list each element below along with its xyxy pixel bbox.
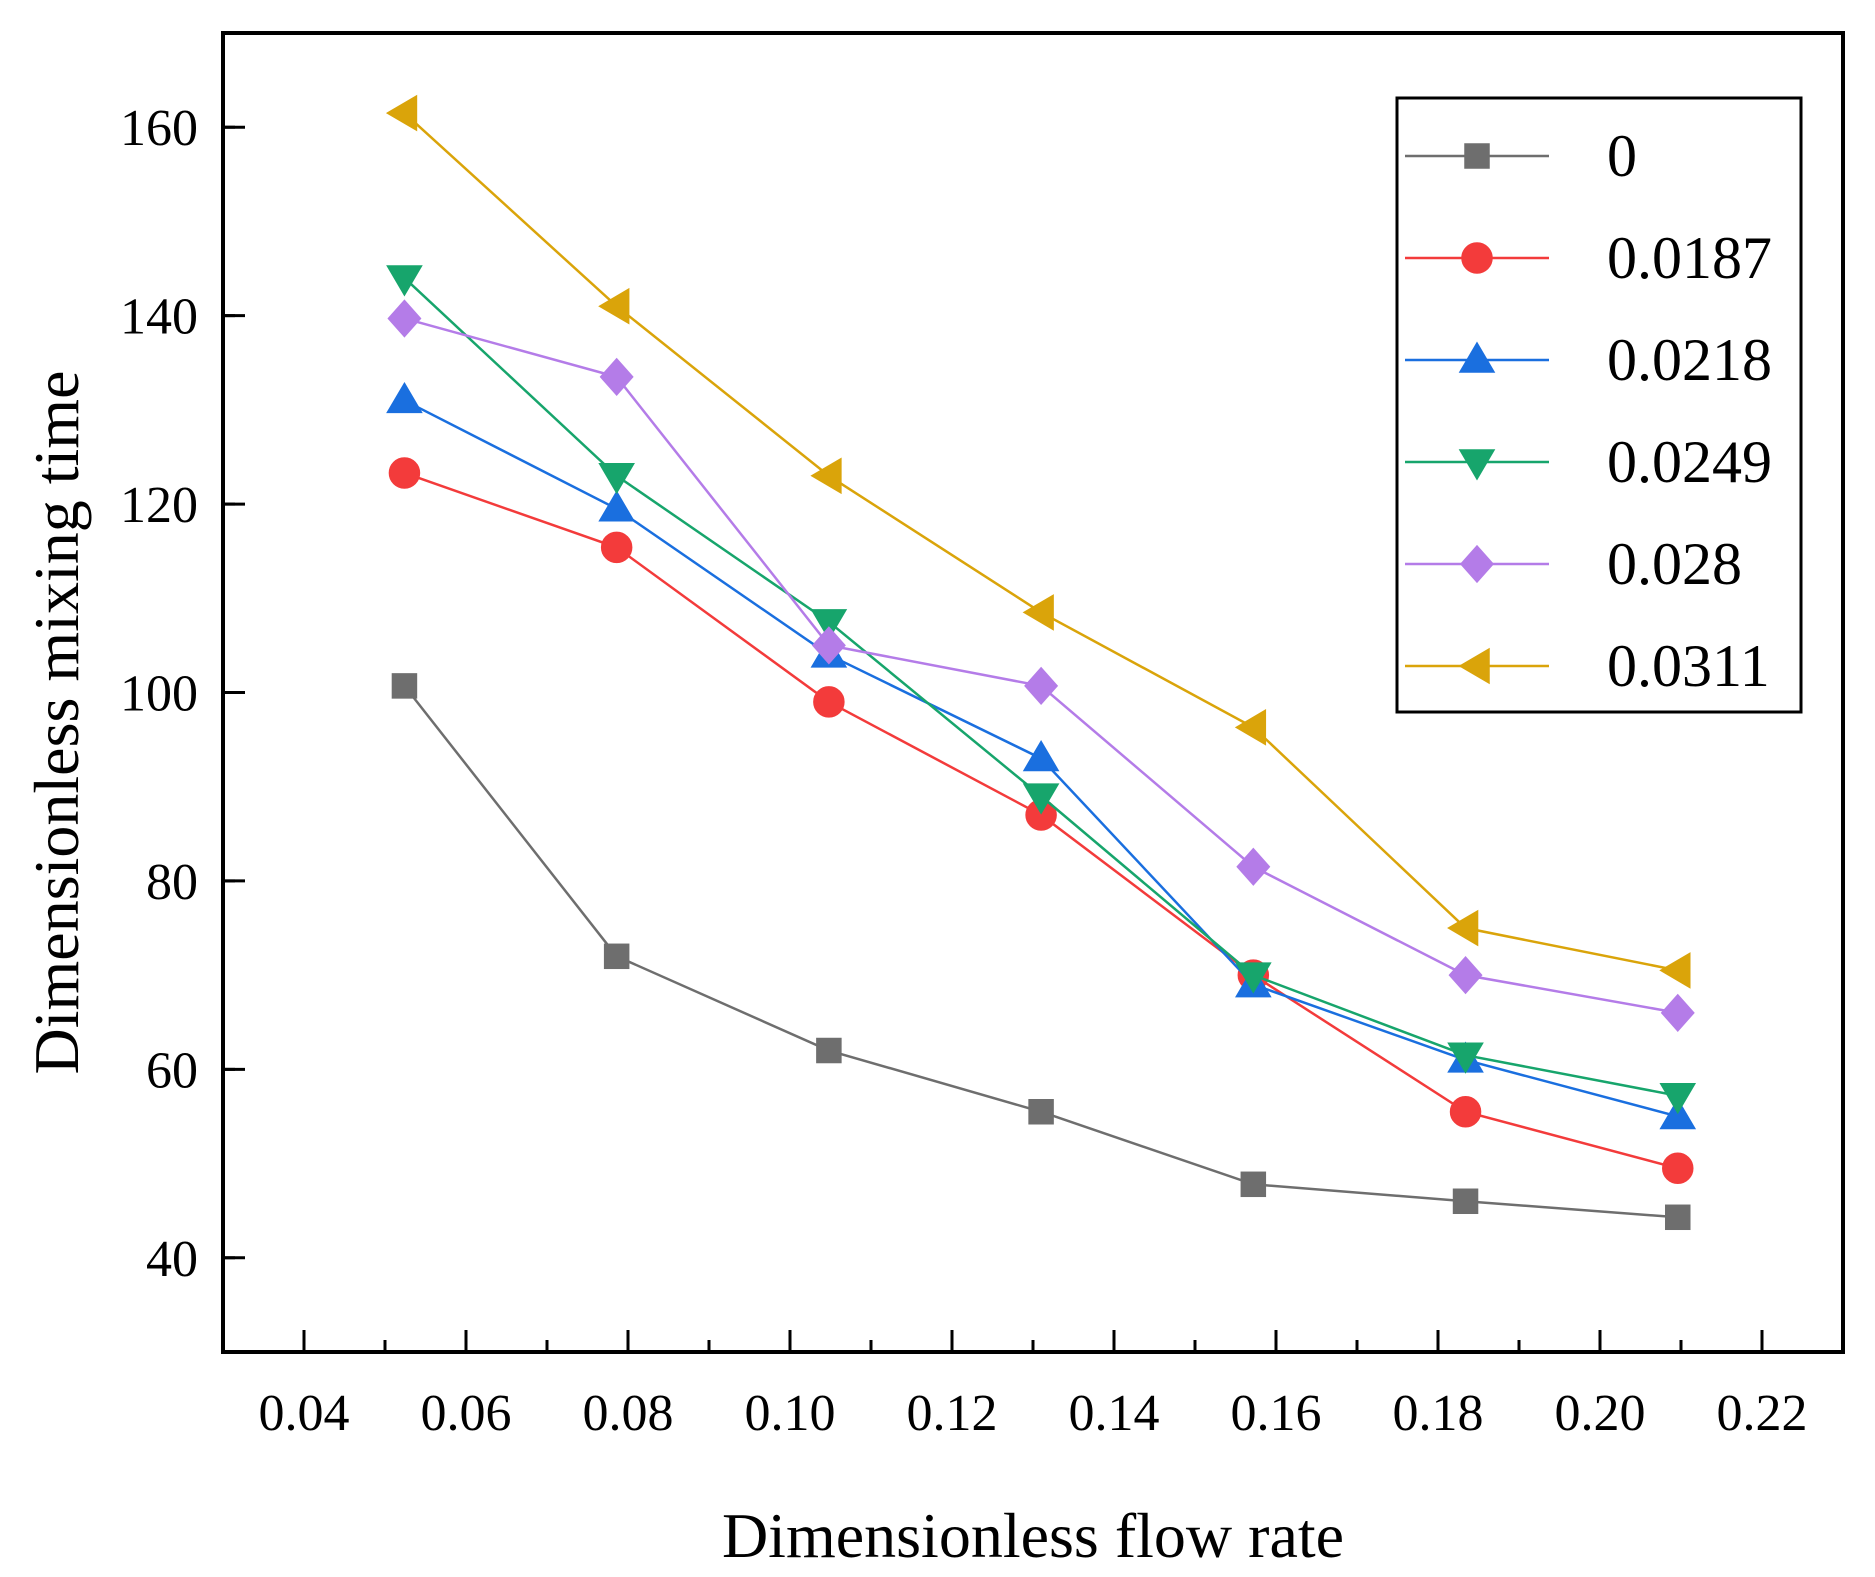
data-point	[1452, 1188, 1479, 1215]
data-point	[1235, 962, 1272, 994]
legend-label: 0.0311	[1607, 633, 1770, 699]
data-point	[1662, 1152, 1694, 1185]
data-point	[598, 463, 635, 495]
legend: 0 0.0187 0.0218 0.0249 0.028 0.0311	[1395, 96, 1803, 714]
series-0	[391, 673, 1691, 1231]
legend-marker	[1459, 544, 1495, 584]
x-tick-label: 0.22	[1717, 1385, 1808, 1442]
data-point	[810, 609, 848, 641]
data-point	[599, 357, 634, 397]
y-axis-ticks: 40 60 80 100 120 140 160	[120, 100, 245, 1288]
series-layer	[385, 94, 1697, 1231]
legend-marker	[1461, 242, 1493, 274]
data-point	[603, 943, 630, 970]
data-point	[1660, 993, 1695, 1032]
legend-entry: 0.0187	[1405, 225, 1772, 291]
data-point	[1447, 1042, 1484, 1074]
y-tick-label: 140	[120, 289, 198, 346]
y-tick-label: 80	[146, 854, 198, 911]
series-0.0311	[385, 94, 1691, 989]
data-point	[391, 673, 418, 699]
x-tick-label: 0.10	[745, 1385, 836, 1442]
legend-entry: 0.0249	[1405, 429, 1772, 495]
data-point	[813, 686, 845, 718]
data-point	[600, 531, 633, 564]
data-point	[1028, 1099, 1054, 1125]
legend-label: 0.0187	[1607, 225, 1772, 291]
data-point	[598, 287, 630, 325]
legend-marker	[1458, 647, 1490, 685]
data-point	[387, 299, 422, 338]
legend-entry: 0.0311	[1405, 633, 1770, 699]
data-point	[816, 1037, 842, 1064]
legend-marker	[1458, 341, 1496, 373]
data-point	[1449, 1096, 1482, 1128]
data-point	[1234, 709, 1267, 746]
data-point	[385, 94, 418, 132]
x-tick-label: 0.06	[421, 1385, 512, 1442]
x-axis-ticks: 0.04 0.06 0.08 0.10 0.12 0.14 0.16 0.18 0.20 0.22	[221, 1330, 1808, 1442]
data-point	[1236, 847, 1271, 886]
legend-label: 0.0218	[1607, 327, 1772, 393]
legend-entry: 0.0218	[1405, 327, 1772, 393]
legend-box	[1395, 96, 1803, 714]
legend-entry: 0.028	[1405, 531, 1742, 597]
data-point	[388, 457, 421, 489]
legend-label: 0.028	[1607, 531, 1742, 597]
y-tick-label: 120	[120, 477, 198, 534]
x-tick-label: 0.16	[1231, 1385, 1322, 1442]
data-point	[1447, 909, 1479, 947]
legend-label: 0	[1607, 123, 1637, 189]
x-tick-label: 0.04	[259, 1385, 350, 1442]
data-point	[1448, 956, 1483, 995]
data-point	[1659, 1082, 1697, 1115]
data-point	[1240, 1171, 1267, 1198]
x-axis-title: Dimensionless flow rate	[722, 1500, 1344, 1571]
y-tick-label: 40	[146, 1231, 198, 1288]
x-tick-label: 0.14	[1069, 1385, 1160, 1442]
legend-label: 0.0249	[1607, 429, 1772, 495]
legend-marker	[1458, 449, 1496, 481]
legend-entry: 0	[1405, 123, 1637, 189]
y-axis-title: Dimensionless mixing time	[21, 371, 92, 1075]
x-tick-label: 0.12	[907, 1385, 998, 1442]
series-0.028	[387, 299, 1695, 1032]
legend-marker	[1464, 143, 1490, 169]
y-tick-label: 60	[146, 1042, 198, 1099]
series-0.0249	[386, 265, 1697, 1115]
data-point	[811, 626, 846, 665]
x-tick-label: 0.18	[1393, 1385, 1484, 1442]
x-tick-label: 0.08	[583, 1385, 674, 1442]
data-point	[1659, 952, 1691, 989]
y-tick-label: 100	[120, 666, 198, 723]
data-point	[1665, 1204, 1691, 1231]
data-point	[386, 265, 423, 297]
data-point	[810, 457, 842, 495]
x-tick-label: 0.20	[1555, 1385, 1646, 1442]
data-point	[1024, 666, 1059, 706]
data-point	[598, 490, 635, 522]
data-point	[1022, 739, 1060, 772]
series-0.0187	[388, 457, 1694, 1185]
data-point	[1022, 783, 1060, 815]
y-tick-label: 160	[120, 100, 198, 157]
data-point	[386, 381, 423, 414]
data-point	[1022, 594, 1054, 631]
